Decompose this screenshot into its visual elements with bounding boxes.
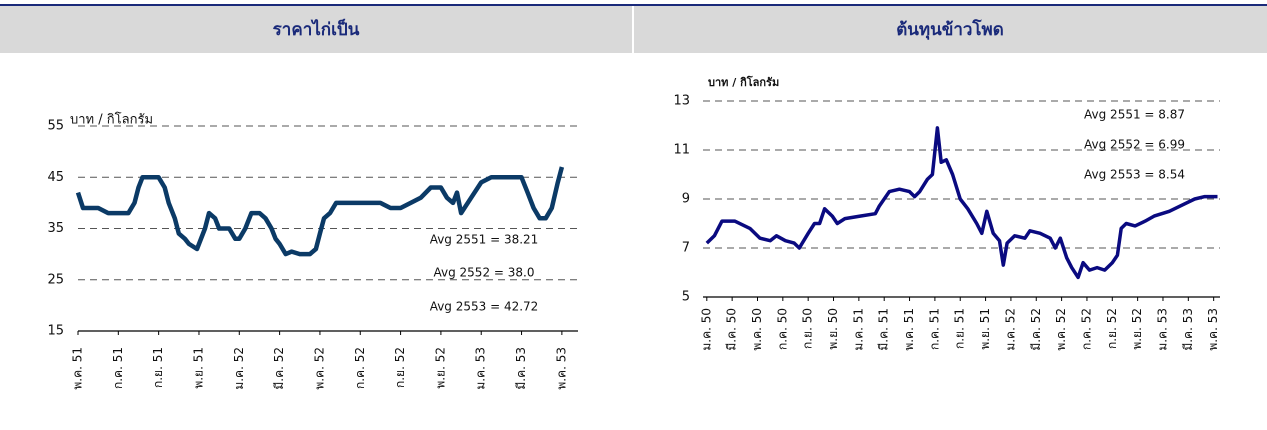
x-tick-label: ก.ค. 52 [353,347,367,389]
x-tick-label: ม.ค. 53 [474,347,488,390]
y-tick-label: 11 [673,143,690,158]
x-tick-label: มี.ค. 53 [514,347,528,390]
x-tick-label: พ.ค. 52 [312,347,326,390]
x-tick-label: มี.ค. 51 [877,308,891,351]
x-tick-label: พ.ย. 52 [1130,308,1144,350]
x-tick-label: ก.ค. 52 [1079,308,1093,350]
data-line [75,166,565,257]
x-tick-label: ม.ค. 52 [1003,308,1017,351]
x-tick-label: มี.ค. 52 [272,347,286,390]
x-tick-label: พ.ค. 50 [750,308,764,351]
x-tick-label: ม.ค. 51 [851,308,865,351]
chart-title: ต้นทุนข้าวโพด [896,19,1004,40]
x-tick-label: พ.ค. 51 [902,308,916,351]
x-tick-label: ก.ย. 51 [953,308,967,349]
y-tick-label: 5 [682,290,690,305]
annotation: Avg 2552 = 38.0 [434,266,535,280]
y-tick-label: 13 [673,94,690,109]
data-line [705,126,1218,280]
chart-title: ราคาไก่เป็น [273,17,360,40]
x-tick-label: มี.ค. 52 [1029,308,1043,351]
x-tick-label: พ.ค. 53 [1206,308,1220,351]
y-tick-label: 45 [47,170,64,185]
x-tick-label: ก.ค. 51 [111,347,125,389]
x-tick-label: พ.ค. 53 [554,347,568,390]
x-tick-label: พ.ย. 51 [191,347,205,389]
annotation: Avg 2551 = 8.87 [1084,108,1185,122]
x-tick-label: พ.ย. 50 [826,308,840,350]
x-tick-label: มี.ค. 53 [1181,308,1195,351]
header-bar [0,5,632,53]
x-tick-label: ก.ย. 50 [801,308,815,349]
x-tick-label: พ.ย. 52 [433,347,447,389]
y-axis-label: บาท / กิโลกรัม [70,112,153,128]
y-axis-label: บาท / กิโลกรัม [708,75,779,89]
x-tick-label: พ.ค. 52 [1054,308,1068,351]
x-tick-label: ก.ย. 52 [393,347,407,388]
x-tick-label: ก.ย. 52 [1105,308,1119,349]
y-tick-label: 25 [47,272,64,287]
x-tick-label: มี.ค. 50 [725,308,739,351]
x-tick-label: ก.ย. 51 [151,347,165,388]
x-tick-label: ม.ค. 50 [699,308,713,351]
y-tick-label: 15 [47,324,64,339]
y-tick-label: 35 [47,221,64,236]
y-tick-label: 7 [682,241,690,256]
header-bar [634,5,1267,53]
x-tick-label: พ.ย. 51 [978,308,992,350]
annotation: Avg 2553 = 42.72 [430,300,539,314]
x-tick-label: ม.ค. 52 [232,347,246,390]
x-tick-label: พ.ค. 51 [71,347,85,390]
annotation: Avg 2553 = 8.54 [1084,168,1185,182]
annotation: Avg 2551 = 38.21 [430,233,539,247]
x-tick-label: ก.ค. 50 [775,308,789,350]
y-tick-label: 9 [682,192,690,207]
annotation: Avg 2552 = 6.99 [1084,138,1185,152]
x-tick-label: ม.ค. 53 [1155,308,1169,351]
x-tick-label: ก.ค. 51 [927,308,941,350]
y-tick-label: 55 [47,119,64,134]
